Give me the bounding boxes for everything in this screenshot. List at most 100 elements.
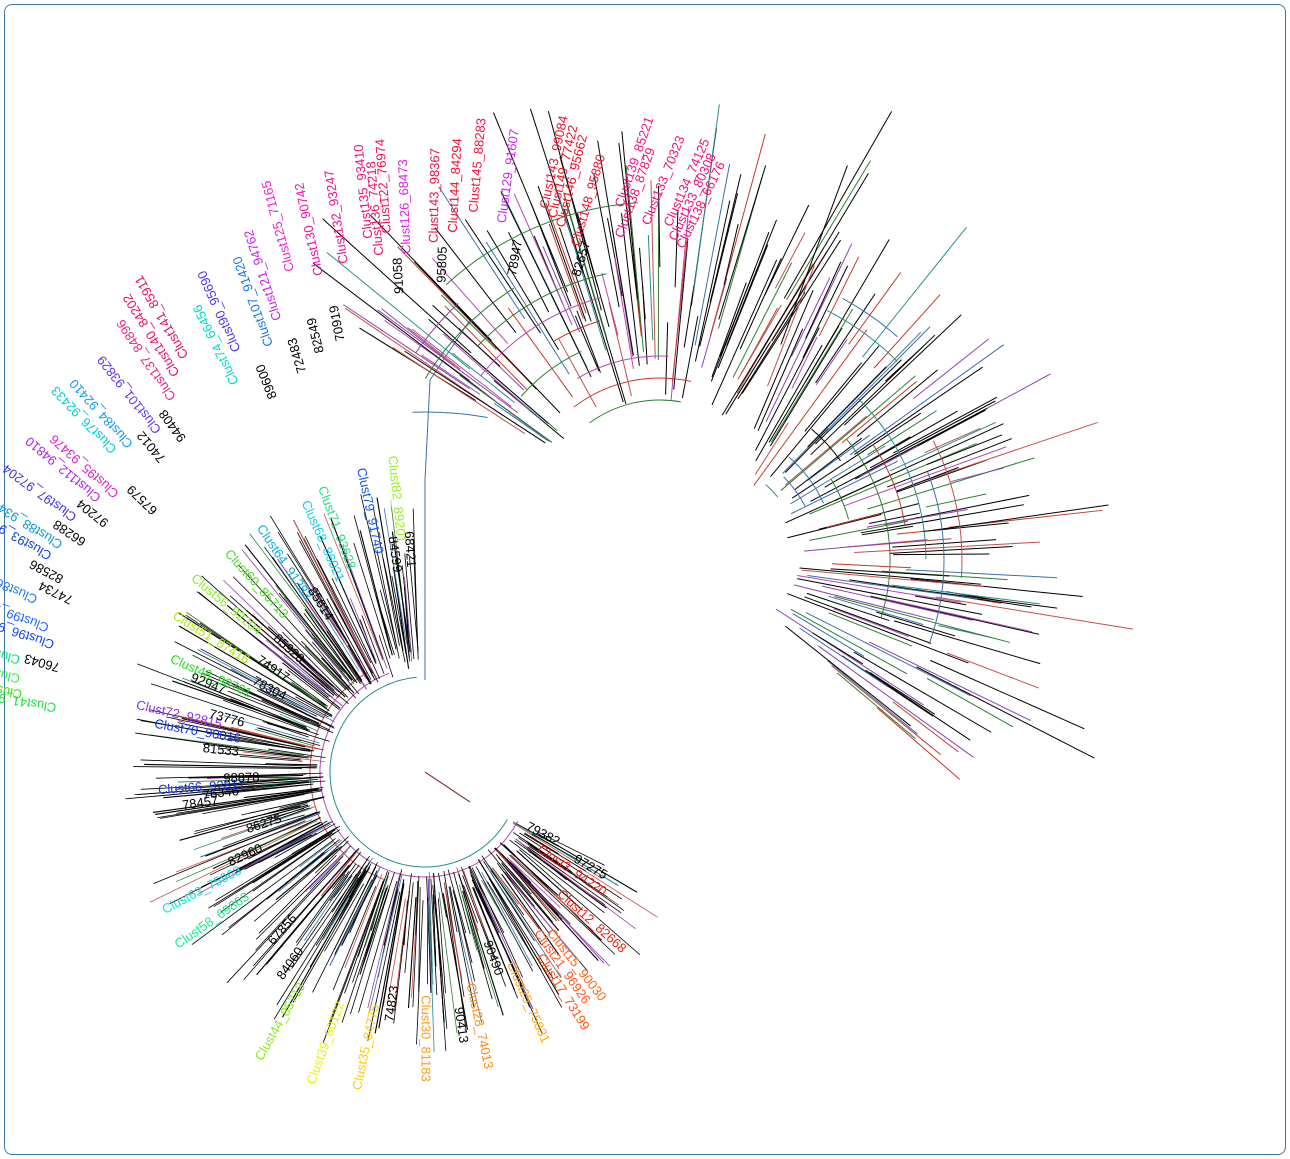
tree-branch <box>608 302 632 397</box>
tree-branch <box>348 861 370 898</box>
tree-branch <box>313 637 350 682</box>
tree-branch <box>322 218 472 354</box>
tree-branch <box>287 669 340 710</box>
tree-branch <box>197 649 335 723</box>
tree-branch <box>711 282 747 378</box>
tree-branch <box>426 876 432 993</box>
tree-branch <box>815 338 848 386</box>
tree-branch <box>230 668 311 714</box>
tree-branch <box>509 864 563 920</box>
tree-branch <box>593 173 620 308</box>
tree-branch <box>205 811 321 857</box>
tree-branch <box>509 839 605 914</box>
tree-branch <box>308 580 367 680</box>
tree-branch <box>252 829 341 892</box>
tree-branch <box>421 354 481 395</box>
tree-branch <box>459 374 553 443</box>
tree-branch <box>316 559 372 664</box>
tree-branch <box>391 575 408 661</box>
leaf-label: 67856 <box>264 911 299 948</box>
tree-branch <box>226 861 340 984</box>
tree-branch <box>202 793 305 815</box>
tree-arc <box>573 377 692 408</box>
tree-branch <box>295 874 346 943</box>
tree-branch <box>876 611 956 637</box>
tree-branch <box>326 251 471 370</box>
tree-branch <box>806 592 890 622</box>
tree-branch <box>222 811 318 848</box>
tree-branch <box>299 841 334 868</box>
tree-branch <box>755 344 823 461</box>
tree-branch <box>825 326 931 433</box>
tree-branch <box>253 845 342 922</box>
tree-branch <box>332 851 362 889</box>
tree-branch <box>157 792 308 819</box>
tree-branch <box>507 862 557 922</box>
tree-branch <box>261 699 310 722</box>
tree-branch <box>150 824 309 903</box>
tree-branch <box>869 672 936 715</box>
tree-branch <box>768 325 840 443</box>
tree-branch <box>828 612 913 647</box>
tree-branch <box>214 737 310 752</box>
tree-branch <box>791 336 818 389</box>
tree-branch <box>893 620 1041 665</box>
tree-branch <box>270 515 361 663</box>
tree-branch <box>790 608 908 675</box>
tree-branch <box>379 589 397 650</box>
tree-branch <box>889 421 997 472</box>
tree-branch <box>251 807 310 829</box>
tree-branch <box>392 347 526 435</box>
tree-arc <box>319 672 519 878</box>
tree-branch <box>831 665 942 756</box>
tree-branch <box>797 574 961 603</box>
tree-branch <box>463 884 478 923</box>
leaf-label: 81533 <box>202 740 240 759</box>
tree-branch <box>246 609 334 687</box>
tree-branch <box>866 508 968 528</box>
tree-branch <box>868 641 1031 722</box>
tree-branch <box>524 832 560 855</box>
tree-branch <box>804 362 862 432</box>
tree-branch <box>255 855 344 951</box>
tree-branch <box>519 832 623 900</box>
leaf-label: 95805 <box>434 246 450 283</box>
tree-branch <box>896 466 959 492</box>
tree-branch <box>404 350 546 444</box>
tree-branch <box>475 866 534 972</box>
tree-branch <box>835 423 1004 501</box>
tree-branch <box>440 294 497 350</box>
tree-branch <box>764 204 810 296</box>
tree-branch <box>412 876 420 1008</box>
tree-branch <box>192 654 331 727</box>
tree-branch <box>780 165 848 345</box>
tree-branch <box>488 878 563 1008</box>
tree-arc <box>412 411 488 418</box>
tree-arc <box>480 297 602 377</box>
tree-branch <box>232 576 347 690</box>
tree-arc <box>329 676 508 868</box>
tree-arc <box>445 202 638 286</box>
tree-branch <box>234 823 323 873</box>
tree-branch <box>287 553 372 685</box>
tree-branch <box>807 366 887 448</box>
tree-branch <box>444 305 528 390</box>
tree-branch <box>799 627 888 687</box>
tree-branch <box>358 880 398 1013</box>
tree-branch <box>812 632 864 665</box>
tree-branch <box>279 713 319 732</box>
tree-branch <box>443 333 531 411</box>
tree-branch <box>174 641 325 719</box>
tree-branch <box>873 294 941 369</box>
tree-branch <box>424 771 471 803</box>
tree-branch <box>125 782 302 800</box>
tree-branch <box>500 191 592 378</box>
tree-branches <box>125 104 1134 1053</box>
tree-branch <box>299 662 339 698</box>
leaf-label: 76043 <box>22 651 61 675</box>
tree-branch <box>614 257 634 370</box>
tree-branch <box>316 587 372 683</box>
tree-branch <box>459 884 478 951</box>
tree-branch <box>321 877 359 937</box>
tree-branch <box>496 862 551 935</box>
